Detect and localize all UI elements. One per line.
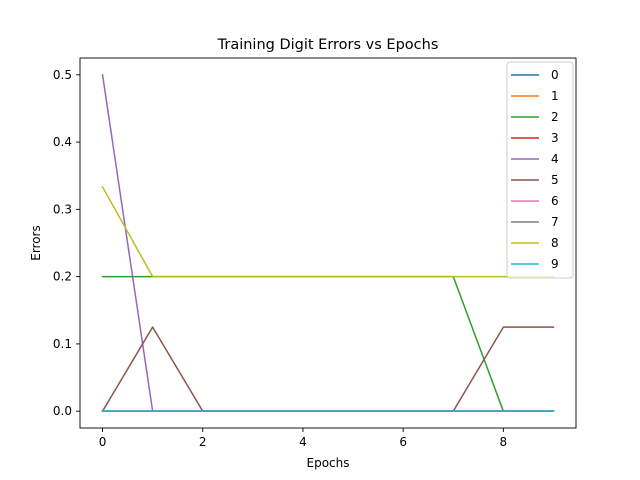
plot-area [80,58,576,428]
legend-label-8: 8 [551,236,559,250]
y-tick-label: 0.2 [53,270,72,284]
x-axis-ticks: 0 2 4 6 8 [99,428,507,449]
legend-label-4: 4 [551,152,559,166]
series-lines [101,73,555,413]
legend-label-0: 0 [551,68,559,82]
plot-frame [79,57,577,429]
x-tick-label: 8 [500,435,508,449]
x-axis-label: Epochs [307,456,350,470]
legend: 0 1 2 3 4 5 6 7 8 9 [506,61,574,279]
x-tick-label: 2 [199,435,207,449]
legend-label-6: 6 [551,194,559,208]
legend-label-7: 7 [551,215,559,229]
y-tick-label: 0.1 [53,337,72,351]
x-tick-label: 6 [399,435,407,449]
x-tick-label: 4 [299,435,307,449]
y-axis-ticks: 0.0 0.1 0.2 0.3 0.4 0.5 [53,68,80,418]
legend-label-3: 3 [551,131,559,145]
y-tick-label: 0.3 [53,202,72,216]
legend-label-9: 9 [551,257,559,271]
legend-label-1: 1 [551,89,559,103]
chart-title: Training Digit Errors vs Epochs [217,37,439,53]
x-tick-label: 0 [99,435,107,449]
y-tick-label: 0.0 [53,404,72,418]
legend-label-2: 2 [551,110,559,124]
legend-label-5: 5 [551,173,559,187]
legend-frame [506,61,574,279]
y-tick-label: 0.5 [53,68,72,82]
y-axis-label: Errors [29,225,43,261]
y-tick-label: 0.4 [53,135,72,149]
series-line-8 [101,185,555,278]
